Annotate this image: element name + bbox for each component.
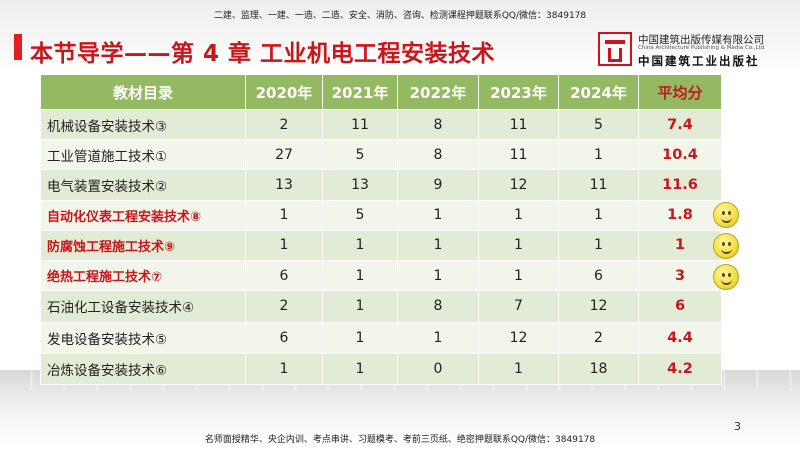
cell-average: 1 xyxy=(638,229,722,262)
smiley-icon xyxy=(713,202,739,228)
cell-2023: 11 xyxy=(478,139,559,171)
cell-average: 1.8 xyxy=(638,199,722,231)
header-2021: 2021年 xyxy=(322,74,398,110)
cell-average: 4.4 xyxy=(638,321,722,354)
cell-2024: 1 xyxy=(558,139,639,171)
row-name: 电气装置安装技术② xyxy=(40,169,246,201)
cell-average: 3 xyxy=(638,260,722,292)
table-row: 冶炼设备安装技术⑥ 1 1 0 1 18 4.2 xyxy=(40,352,722,386)
title-accent-bar xyxy=(14,34,22,60)
cell-2020: 6 xyxy=(245,260,323,292)
header-catalog: 教材目录 xyxy=(40,74,246,110)
row-name: 自动化仪表工程安装技术⑧ xyxy=(40,199,246,231)
cell-2020: 1 xyxy=(245,199,323,231)
cell-2021: 1 xyxy=(322,290,398,323)
cell-2024: 1 xyxy=(558,199,639,231)
table-row: 电气装置安装技术② 13 13 9 12 11 11.6 xyxy=(40,169,722,201)
top-contact-note: 二建、监理、一建、一造、二造、安全、消防、咨询、检测课程押题联系QQ/微信：38… xyxy=(213,11,587,21)
footer-contact-note: 名师面授精华、央企内训、考点串讲、习题模考、考前三页纸、绝密押题联系QQ/微信：… xyxy=(204,435,596,445)
table-row: 绝热工程施工技术⑦ 6 1 1 1 6 3 xyxy=(40,260,722,292)
row-name: 冶炼设备安装技术⑥ xyxy=(40,352,246,386)
smiley-icon xyxy=(713,233,739,259)
table-row: 发电设备安装技术⑤ 6 1 1 12 2 4.4 xyxy=(40,321,722,354)
table-row: 石油化工设备安装技术④ 2 1 8 7 12 6 xyxy=(40,290,722,323)
row-name: 绝热工程施工技术⑦ xyxy=(40,260,246,292)
header-average: 平均分 xyxy=(638,74,722,110)
publisher-emblem-icon xyxy=(598,32,632,66)
cell-2021: 1 xyxy=(322,352,398,386)
table-row: 工业管道施工技术① 27 5 8 11 1 10.4 xyxy=(40,139,722,171)
cell-2021: 5 xyxy=(322,199,398,231)
cell-2020: 6 xyxy=(245,321,323,354)
cell-2020: 2 xyxy=(245,290,323,323)
header-band xyxy=(0,0,800,70)
cell-2023: 12 xyxy=(478,321,559,354)
cell-2021: 5 xyxy=(322,139,398,171)
cell-2021: 11 xyxy=(322,108,398,141)
header-2023: 2023年 xyxy=(478,74,559,110)
cell-2021: 1 xyxy=(322,260,398,292)
cell-2022: 1 xyxy=(397,199,479,231)
cell-2024: 6 xyxy=(558,260,639,292)
cell-2024: 12 xyxy=(558,290,639,323)
page-title: 本节导学——第 4 章 工业机电工程安装技术 xyxy=(30,41,496,67)
cell-2020: 13 xyxy=(245,169,323,201)
cell-2022: 8 xyxy=(397,139,479,171)
cell-2022: 1 xyxy=(397,321,479,354)
publisher-logo: 中国建筑出版传媒有限公司 China Architecture Publishi… xyxy=(598,32,794,70)
cell-2023: 1 xyxy=(478,352,559,386)
cell-2020: 27 xyxy=(245,139,323,171)
row-name: 工业管道施工技术① xyxy=(40,139,246,171)
table-header-row: 教材目录 2020年 2021年 2022年 2023年 2024年 平均分 xyxy=(40,74,722,110)
header-2024: 2024年 xyxy=(558,74,639,110)
cell-2023: 7 xyxy=(478,290,559,323)
cell-2023: 1 xyxy=(478,260,559,292)
cell-2024: 2 xyxy=(558,321,639,354)
cell-2024: 1 xyxy=(558,229,639,262)
cell-average: 6 xyxy=(638,290,722,323)
cell-2022: 1 xyxy=(397,260,479,292)
cell-2022: 9 xyxy=(397,169,479,201)
header-2022: 2022年 xyxy=(397,74,479,110)
cell-2022: 1 xyxy=(397,229,479,262)
cell-average: 4.2 xyxy=(638,352,722,386)
row-name: 机械设备安装技术③ xyxy=(40,108,246,141)
cell-average: 11.6 xyxy=(638,169,722,201)
cell-2021: 13 xyxy=(322,169,398,201)
page-number: 3 xyxy=(734,420,741,433)
cell-average: 10.4 xyxy=(638,139,722,171)
row-name: 防腐蚀工程施工技术⑨ xyxy=(40,229,246,262)
cell-2023: 12 xyxy=(478,169,559,201)
cell-2024: 18 xyxy=(558,352,639,386)
publisher-name-cn: 中国建筑出版传媒有限公司 xyxy=(638,34,764,46)
cell-2021: 1 xyxy=(322,321,398,354)
cell-2023: 11 xyxy=(478,108,559,141)
publisher-name-cn-2: 中国建筑工业出版社 xyxy=(638,54,760,68)
header-2020: 2020年 xyxy=(245,74,323,110)
cell-2024: 5 xyxy=(558,108,639,141)
table-row: 机械设备安装技术③ 2 11 8 11 5 7.4 xyxy=(40,108,722,141)
exam-score-table: 教材目录 2020年 2021年 2022年 2023年 2024年 平均分 机… xyxy=(40,74,722,386)
cell-2023: 1 xyxy=(478,199,559,231)
row-name: 发电设备安装技术⑤ xyxy=(40,321,246,354)
table-row: 自动化仪表工程安装技术⑧ 1 5 1 1 1 1.8 xyxy=(40,199,722,231)
cell-2023: 1 xyxy=(478,229,559,262)
smiley-icon xyxy=(713,264,739,290)
publisher-name-en: China Architecture Publishing & Media Co… xyxy=(638,45,765,51)
cell-2022: 8 xyxy=(397,290,479,323)
cell-2020: 1 xyxy=(245,229,323,262)
row-name: 石油化工设备安装技术④ xyxy=(40,290,246,323)
cell-2021: 1 xyxy=(322,229,398,262)
cell-2020: 2 xyxy=(245,108,323,141)
cell-2022: 8 xyxy=(397,108,479,141)
cell-2020: 1 xyxy=(245,352,323,386)
cell-2022: 0 xyxy=(397,352,479,386)
cell-2024: 11 xyxy=(558,169,639,201)
cell-average: 7.4 xyxy=(638,108,722,141)
table-row: 防腐蚀工程施工技术⑨ 1 1 1 1 1 1 xyxy=(40,229,722,262)
